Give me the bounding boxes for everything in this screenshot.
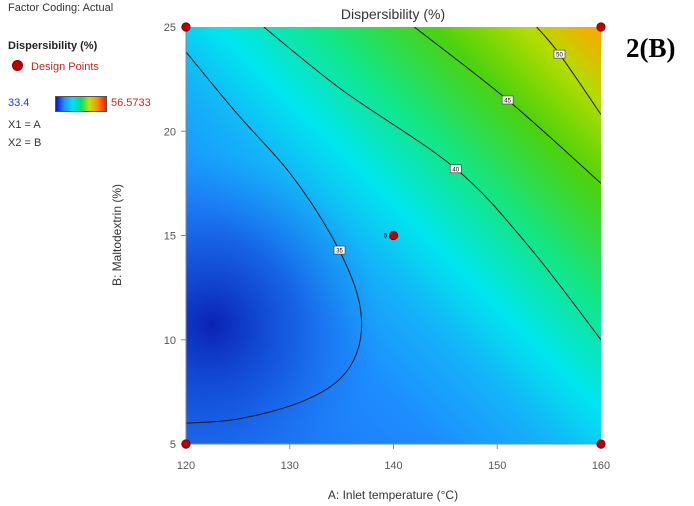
factor-coding-label: Factor Coding: Actual (8, 2, 114, 14)
contour-label-45: 45 (504, 98, 511, 104)
factor-x1-label: X1 = A (8, 119, 41, 131)
contour-label-box-35 (333, 245, 346, 255)
x-tick-label: 130 (281, 460, 299, 472)
design-point (181, 22, 191, 32)
x-tick-label: 120 (177, 460, 195, 472)
figure-label: 2(B) (626, 33, 676, 63)
color-scale-min: 33.4 (8, 97, 30, 109)
contour-label-box-45 (501, 95, 514, 105)
y-tick-label: 20 (164, 126, 176, 138)
y-tick-label: 15 (164, 231, 176, 243)
factor-x2-label: X2 = B (8, 137, 42, 149)
x-tick-label: 150 (488, 460, 506, 472)
x-axis-label: A: Inlet temperature (°C) (328, 488, 458, 502)
contour-label-box-50 (553, 49, 566, 59)
response-legend-title: Dispersibility (%) (8, 40, 98, 52)
contour-label-box-40 (449, 164, 462, 174)
color-scale-max: 56.5733 (111, 97, 151, 109)
contour-label-35: 35 (336, 249, 343, 255)
x-tick-label: 140 (384, 460, 402, 472)
color-scale-bar (55, 96, 107, 112)
contour-label-50: 50 (556, 53, 563, 59)
design-points-legend: Design Points (12, 60, 99, 73)
chart-title: Dispersibility (%) (341, 6, 445, 22)
design-point (181, 439, 191, 449)
design-point (596, 22, 606, 32)
y-tick-label: 10 (164, 335, 176, 347)
y-axis-label: B: Maltodextrin (%) (110, 184, 124, 286)
design-point (388, 230, 399, 241)
design-point (596, 439, 606, 449)
x-tick-label: 160 (592, 460, 610, 472)
y-tick-label: 25 (164, 22, 176, 34)
contour-line-35 (186, 51, 363, 424)
y-tick-label: 5 (170, 439, 176, 451)
design-point-count: 5 (384, 234, 388, 240)
contour-label-40: 40 (452, 167, 459, 173)
design-point-icon (12, 60, 23, 71)
design-points-label: Design Points (31, 61, 99, 73)
